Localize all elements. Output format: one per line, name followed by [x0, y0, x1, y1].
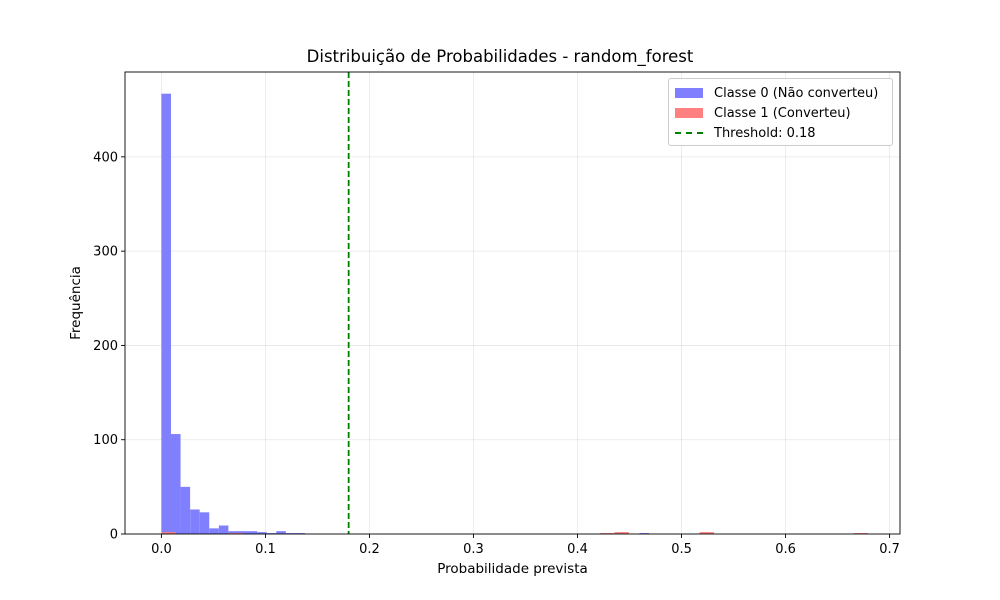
legend-line-threshold — [675, 132, 703, 134]
y-tick-label-1: 100 — [93, 433, 118, 448]
histogram-bar-series-1-3 — [614, 532, 629, 534]
histogram-bar-series-0-2 — [180, 486, 191, 534]
x-tick-label-4: 0.4 — [567, 542, 588, 557]
legend-label-class-0: Classe 0 (Não converteu) — [714, 85, 879, 101]
histogram-bar-series-0-14 — [295, 533, 305, 534]
histogram-bar-series-0-3 — [190, 509, 200, 534]
legend-item-threshold: Threshold: 0.18 — [675, 123, 816, 143]
chart-title: Distribuição de Probabilidades - random_… — [306, 47, 694, 66]
legend-item-class-0: Classe 0 (Não converteu) — [675, 83, 878, 103]
legend-label-class-1: Classe 1 (Converteu) — [714, 105, 851, 121]
x-tick-label-6: 0.6 — [775, 542, 796, 557]
y-tick-label-0: 0 — [110, 528, 118, 543]
histogram-bar-series-0-13 — [285, 533, 296, 534]
histogram-bar-series-0-4 — [199, 512, 210, 534]
y-tick-label-3: 300 — [93, 245, 118, 260]
histogram-bar-series-0-12 — [276, 531, 286, 534]
histogram-bar-series-0-8 — [237, 531, 248, 534]
x-tick-label-5: 0.5 — [671, 542, 692, 557]
histogram-bar-series-0-6 — [218, 525, 229, 534]
histogram-bar-series-0-1 — [170, 434, 181, 534]
x-axis-label: Probabilidade prevista — [437, 561, 588, 577]
histogram-bar-series-1-1 — [228, 533, 243, 534]
histogram-bar-series-0-11 — [266, 533, 277, 534]
legend-swatch-class-1 — [675, 108, 703, 118]
plot-frame — [124, 71, 901, 535]
x-tick-label-7: 0.7 — [879, 542, 900, 557]
histogram-bar-series-1-4 — [699, 532, 714, 534]
histogram-bar-series-0-5 — [209, 528, 219, 534]
y-tick-label-2: 200 — [93, 339, 118, 354]
y-tick-label-4: 400 — [93, 150, 118, 165]
legend-item-class-1: Classe 1 (Converteu) — [675, 103, 851, 123]
histogram-bar-series-0-7 — [228, 531, 238, 534]
histogram-bar-series-1-2 — [600, 533, 615, 534]
legend-swatch-class-0 — [675, 88, 703, 98]
histogram-bar-series-1-5 — [853, 533, 869, 534]
chart-legend: Classe 0 (Não converteu) Classe 1 (Conve… — [668, 78, 893, 146]
y-axis-label: Frequência — [68, 266, 84, 340]
x-tick-label-1: 0.1 — [255, 542, 276, 557]
x-tick-label-3: 0.3 — [463, 542, 484, 557]
histogram-bar-series-1-0 — [161, 532, 176, 534]
x-tick-label-0: 0.0 — [151, 542, 172, 557]
histogram-bar-series-0-9 — [247, 531, 258, 534]
legend-label-threshold: Threshold: 0.18 — [714, 125, 816, 141]
histogram-bar-series-0-0 — [161, 93, 171, 534]
histogram-bar-series-0-15 — [639, 533, 650, 534]
x-tick-label-2: 0.2 — [359, 542, 380, 557]
histogram-bar-series-0-10 — [257, 532, 267, 534]
